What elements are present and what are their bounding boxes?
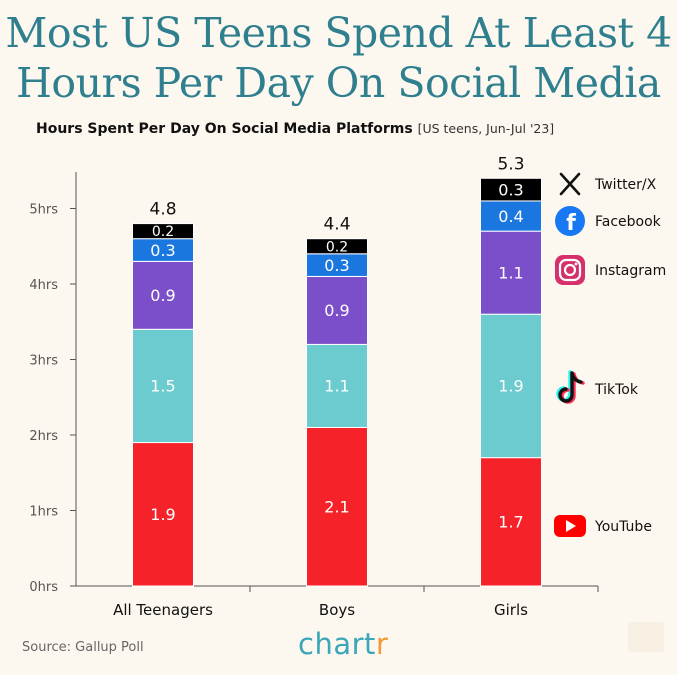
- legend-label: YouTube: [594, 519, 652, 535]
- bar-segment-instagram: [306, 275, 368, 345]
- x-logo-icon: [559, 172, 581, 196]
- bar-segment-youtube: [132, 442, 194, 587]
- chart-title: Most US Teens Spend At Least 4 Hours Per…: [0, 8, 677, 108]
- bar-value-label: 0.3: [324, 256, 349, 275]
- facebook-logo-icon: f: [555, 206, 585, 236]
- bar-segment-facebook: [480, 200, 542, 232]
- bar-segment-tiktok: [480, 313, 542, 459]
- bar-value-label: 1.5: [150, 377, 175, 396]
- bar-segment-tiktok: [132, 328, 194, 444]
- bar-value-label: 1.9: [150, 505, 175, 524]
- bar-total-label: 4.4: [323, 215, 350, 235]
- youtube-logo-icon: [554, 515, 586, 537]
- bar-value-label: 1.1: [324, 377, 349, 396]
- bar-value-label: 0.2: [326, 239, 348, 255]
- y-tick-label: 0hrs: [29, 580, 58, 595]
- bar-segment-youtube: [306, 426, 368, 587]
- bar-total-label: 4.8: [149, 200, 176, 220]
- bar-value-label: 1.1: [498, 263, 523, 282]
- tiktok-logo-icon: [556, 370, 585, 404]
- bar-value-label: 0.3: [150, 241, 175, 260]
- bar-value-label: 0.9: [150, 286, 175, 305]
- svg-text:f: f: [566, 211, 576, 236]
- subtitle-text: Hours Spent Per Day On Social Media Plat…: [36, 121, 413, 137]
- legend-label: TikTok: [594, 382, 639, 398]
- brand-accent: r: [375, 627, 389, 661]
- legend-label: Twitter/X: [594, 177, 657, 193]
- bar-value-label: 1.9: [498, 377, 523, 396]
- y-tick-label: 2hrs: [29, 429, 58, 444]
- bar-segment-tiktok: [306, 343, 368, 428]
- bar-total-label: 5.3: [497, 154, 524, 174]
- x-tick-label: All Teenagers: [113, 601, 213, 619]
- bar-value-label: 0.4: [498, 207, 523, 226]
- y-tick-label: 3hrs: [29, 354, 58, 369]
- legend-label: Facebook: [595, 214, 662, 230]
- title-line-2: Hours Per Day On Social Media: [16, 59, 661, 107]
- instagram-logo-icon: [555, 255, 585, 285]
- bar-value-label: 0.9: [324, 301, 349, 320]
- legend-label: Instagram: [595, 263, 666, 279]
- bar-value-label: 0.3: [498, 180, 523, 199]
- chart-subtitle: Hours Spent Per Day On Social Media Plat…: [36, 121, 554, 137]
- bar-segment-twitterx: [132, 223, 194, 240]
- y-tick-label: 4hrs: [29, 278, 58, 293]
- y-tick-label: 1hrs: [29, 505, 58, 520]
- y-tick-label: 5hrs: [29, 203, 58, 218]
- bar-value-label: 2.1: [324, 497, 349, 516]
- bar-segment-twitterx: [480, 177, 542, 202]
- subtitle-note: [US teens, Jun-Jul '23]: [417, 121, 555, 136]
- bar-value-label: 1.7: [498, 513, 523, 532]
- bar-segment-youtube: [480, 457, 542, 587]
- bar-segment-instagram: [480, 230, 542, 315]
- chartr-logo: chartr: [298, 627, 388, 661]
- bar-segment-instagram: [132, 260, 194, 330]
- brand-main: chart: [298, 627, 376, 661]
- title-line-1: Most US Teens Spend At Least 4: [5, 9, 672, 57]
- x-tick-label: Girls: [494, 601, 528, 619]
- bar-segment-twitterx: [306, 238, 368, 255]
- source-note: Source: Gallup Poll: [22, 640, 144, 655]
- x-tick-label: Boys: [319, 601, 355, 619]
- bar-value-label: 0.2: [152, 224, 174, 240]
- corner-watermark: [628, 622, 664, 652]
